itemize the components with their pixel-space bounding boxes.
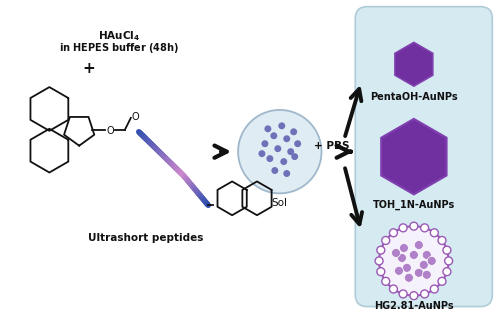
Text: + PBS: + PBS [314,141,349,151]
Circle shape [422,251,432,259]
Circle shape [410,292,418,300]
Circle shape [394,266,404,275]
Circle shape [400,244,408,252]
Circle shape [382,236,390,244]
Circle shape [392,248,400,257]
Circle shape [402,263,411,272]
Circle shape [410,222,418,230]
Circle shape [428,257,436,265]
Circle shape [420,224,428,232]
Circle shape [390,285,398,293]
Circle shape [377,246,385,254]
Text: O: O [107,126,114,136]
Text: TOH_1N-AuNPs: TOH_1N-AuNPs [372,199,455,209]
Circle shape [438,277,446,285]
Circle shape [404,273,413,282]
Circle shape [420,290,428,298]
Circle shape [414,241,424,250]
Polygon shape [395,42,433,86]
Circle shape [272,167,278,174]
Circle shape [382,277,390,285]
Circle shape [287,148,294,155]
Circle shape [266,155,274,162]
Circle shape [284,135,290,142]
Circle shape [443,268,451,276]
Circle shape [443,246,451,254]
Circle shape [291,153,298,160]
Circle shape [284,170,290,177]
Circle shape [294,140,301,147]
Circle shape [375,257,383,265]
Circle shape [422,270,432,279]
Circle shape [377,268,385,276]
Circle shape [270,132,278,139]
Text: HG2.81-AuNPs: HG2.81-AuNPs [374,300,454,311]
Text: +: + [82,61,96,76]
Circle shape [390,229,398,237]
Text: Sol: Sol [272,198,288,208]
Circle shape [399,224,407,232]
Polygon shape [381,119,446,194]
Circle shape [274,145,281,152]
Text: PentaOH-AuNPs: PentaOH-AuNPs [370,92,458,102]
Circle shape [438,236,446,244]
Circle shape [398,253,406,263]
Circle shape [414,268,424,277]
Circle shape [444,257,452,265]
Circle shape [290,128,297,135]
FancyBboxPatch shape [356,7,492,306]
Circle shape [410,251,418,259]
Circle shape [430,229,438,237]
Circle shape [280,158,287,165]
Circle shape [262,140,268,147]
Circle shape [399,290,407,298]
Text: Ultrashort peptides: Ultrashort peptides [88,233,204,243]
Circle shape [238,110,322,193]
Text: $\mathbf{HAuCl_4}$: $\mathbf{HAuCl_4}$ [98,30,140,43]
Circle shape [258,150,266,157]
Text: $\mathbf{in\ HEPES\ buffer\ (48h)}$: $\mathbf{in\ HEPES\ buffer\ (48h)}$ [59,41,179,55]
Circle shape [278,122,285,129]
Circle shape [264,125,272,132]
Circle shape [420,260,428,269]
Circle shape [430,285,438,293]
Circle shape [379,226,448,296]
Text: O: O [132,112,140,122]
